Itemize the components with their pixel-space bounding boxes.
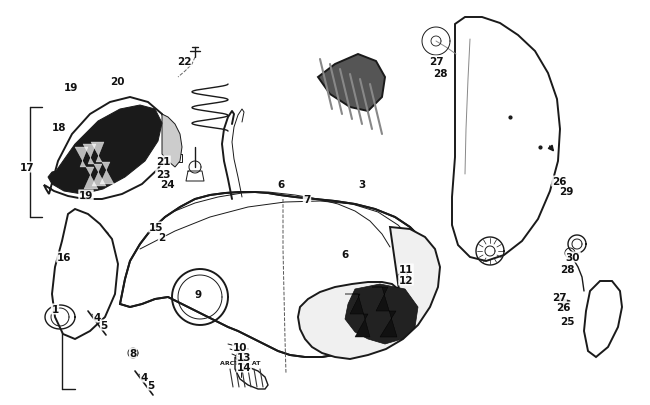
Polygon shape [75, 148, 98, 190]
Text: 24: 24 [160, 179, 174, 190]
Text: 8: 8 [129, 348, 136, 358]
Text: 11: 11 [398, 264, 413, 274]
Polygon shape [318, 55, 385, 112]
Polygon shape [52, 209, 118, 339]
Polygon shape [558, 298, 570, 308]
Text: 9: 9 [194, 289, 202, 299]
Text: 15: 15 [149, 222, 163, 232]
Text: 30: 30 [566, 252, 580, 262]
Polygon shape [372, 287, 397, 337]
Text: 28: 28 [560, 264, 574, 274]
Text: 27: 27 [429, 57, 443, 67]
Text: 5: 5 [148, 380, 155, 390]
Text: 22: 22 [177, 57, 191, 67]
Text: 26: 26 [556, 302, 570, 312]
Text: ARCTIC CAT: ARCTIC CAT [220, 360, 261, 365]
Text: 19: 19 [64, 83, 78, 93]
Text: 12: 12 [398, 275, 413, 285]
Polygon shape [162, 115, 182, 168]
Polygon shape [452, 18, 560, 261]
Polygon shape [345, 294, 370, 337]
Text: 23: 23 [156, 170, 170, 179]
Text: 27: 27 [552, 292, 566, 302]
Text: 17: 17 [20, 162, 34, 173]
Text: 6: 6 [278, 179, 285, 190]
Text: 14: 14 [237, 362, 252, 372]
Text: 13: 13 [237, 352, 252, 362]
Text: 2: 2 [159, 232, 166, 243]
Polygon shape [120, 192, 432, 357]
Polygon shape [584, 281, 622, 357]
Polygon shape [298, 228, 440, 359]
Text: 1: 1 [51, 304, 58, 314]
Polygon shape [44, 98, 170, 200]
Text: 3: 3 [358, 179, 365, 190]
Text: 5: 5 [100, 320, 108, 330]
Text: 21: 21 [156, 157, 170, 166]
Text: 19: 19 [79, 190, 93, 200]
Polygon shape [345, 284, 418, 344]
Text: 18: 18 [52, 123, 66, 133]
Polygon shape [48, 106, 162, 194]
Text: 26: 26 [552, 177, 566, 187]
Text: 25: 25 [560, 316, 574, 326]
Text: 4: 4 [140, 372, 148, 382]
Text: 7: 7 [304, 194, 311, 205]
Text: 10: 10 [233, 342, 247, 352]
Text: 20: 20 [110, 77, 124, 87]
Polygon shape [83, 145, 106, 187]
Polygon shape [235, 357, 268, 389]
Text: 16: 16 [57, 252, 72, 262]
Text: 6: 6 [341, 249, 348, 259]
Text: 4: 4 [94, 312, 101, 322]
Polygon shape [91, 143, 114, 185]
Text: 29: 29 [559, 187, 573, 196]
Text: 28: 28 [433, 69, 447, 79]
